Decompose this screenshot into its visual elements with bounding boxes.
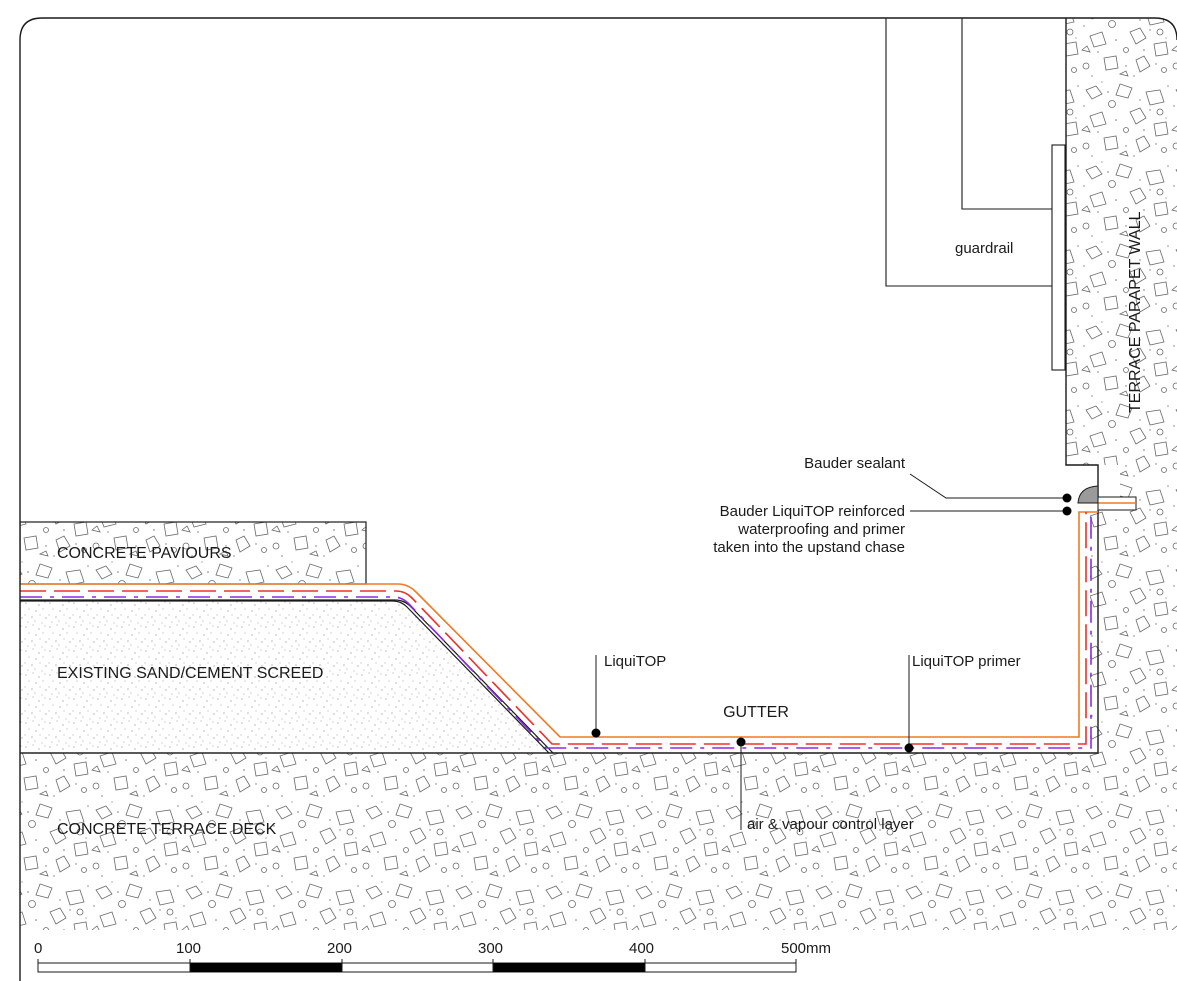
pavers-label: CONCRETE PAVIOURS xyxy=(57,545,232,562)
deck-label: CONCRETE TERRACE DECK xyxy=(57,821,277,838)
scale-tick-400: 400 xyxy=(629,940,654,957)
liquitop-leader-dot xyxy=(591,728,601,738)
liquitop-primer-line xyxy=(20,512,1087,745)
scale-tick-500: 500mm xyxy=(781,940,831,957)
concrete-terrace-deck xyxy=(20,18,1177,930)
waterproofing-label-line3: taken into the upstand chase xyxy=(713,539,905,556)
scale-bar: 0 100 200 300 400 500mm xyxy=(34,940,831,973)
scale-segment-100-200 xyxy=(190,963,342,972)
liquitop-membrane-line xyxy=(20,511,1098,738)
scale-tick-100: 100 xyxy=(176,940,201,957)
waterproofing-leader-dot xyxy=(1062,506,1072,516)
scale-tick-300: 300 xyxy=(478,940,503,957)
primer-label: LiquiTOP primer xyxy=(912,653,1021,670)
concrete-paviours xyxy=(20,521,367,585)
drawing-frame xyxy=(19,17,1177,981)
parapet-label: TERRACE PARAPET WALL xyxy=(1127,211,1144,413)
sealant-label: Bauder sealant xyxy=(804,455,906,472)
waterproofing-label-line2: waterproofing and primer xyxy=(737,521,905,538)
parapet-wall-outline xyxy=(553,18,1099,754)
waterproofing-label-line1: Bauder LiquiTOP reinforced xyxy=(720,503,905,520)
avcl-label: air & vapour control layer xyxy=(747,816,914,833)
bauder-sealant-bead xyxy=(1077,485,1099,504)
scale-segment-300-400 xyxy=(493,963,645,972)
screed-label: EXISTING SAND/CEMENT SCREED xyxy=(57,665,323,682)
sand-cement-screed xyxy=(20,599,555,754)
scale-tick-200: 200 xyxy=(327,940,352,957)
guardrail-label: guardrail xyxy=(955,240,1013,257)
liquitop-label: LiquiTOP xyxy=(604,653,666,670)
guardrail xyxy=(885,18,1066,371)
sealant-leader-dot xyxy=(1062,493,1072,503)
gutter-label: GUTTER xyxy=(723,704,789,721)
scale-tick-0: 0 xyxy=(34,940,42,957)
primer-leader-dot xyxy=(904,743,914,753)
avcl-line xyxy=(20,512,1092,749)
